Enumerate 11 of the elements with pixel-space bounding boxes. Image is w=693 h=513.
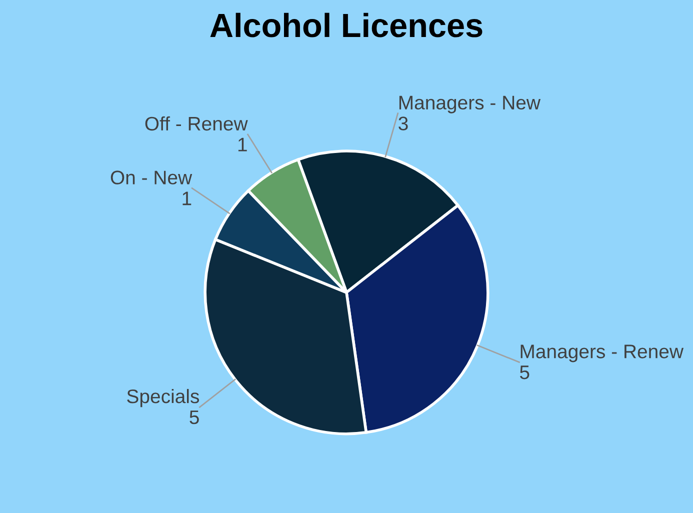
slice-label: On - New — [110, 170, 192, 184]
data-label: 3 — [398, 116, 408, 130]
slice-label: Off - Renew — [145, 116, 248, 131]
chart-title: Alcohol Licences — [210, 12, 482, 38]
data-label: 5 — [520, 366, 530, 380]
data-label: 1 — [182, 192, 192, 206]
slice-label: Specials — [127, 388, 200, 408]
slice-label: Managers - Renew — [520, 344, 684, 362]
data-label: 5 — [190, 410, 199, 424]
data-label: 1 — [238, 138, 247, 152]
slice-label: Managers - New — [399, 96, 541, 114]
